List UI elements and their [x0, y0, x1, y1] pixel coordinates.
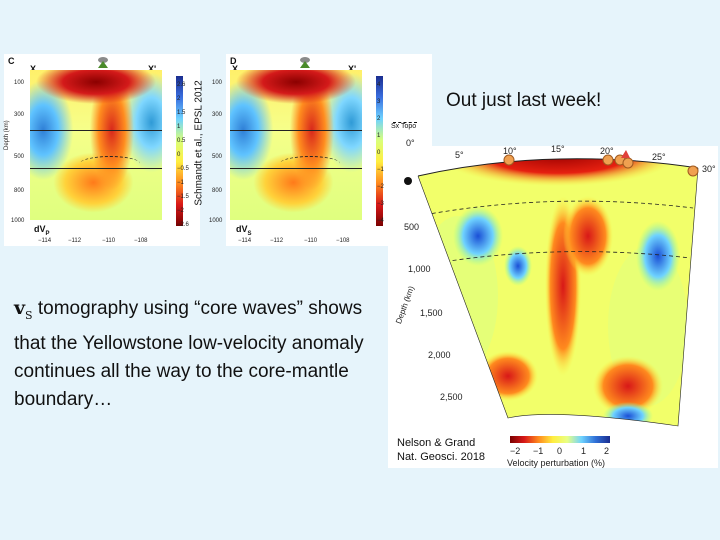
colorbar-tick: 1 [377, 133, 381, 139]
colorbar-tick: 2.6 [177, 82, 186, 88]
depth-tick: 1,000 [408, 264, 431, 274]
lon-tick: −112 [68, 238, 82, 244]
colorbar-tick: 2 [377, 116, 381, 122]
body-text: vS tomography using “core waves” shows t… [14, 297, 364, 410]
lon-tick: −108 [134, 238, 148, 244]
panel-letter: D [230, 56, 237, 66]
depth-tick: 100 [212, 80, 223, 86]
latitude-tick: 20° [600, 146, 614, 156]
colorbar-tick: 2 [177, 96, 181, 102]
mantle-cross-section [404, 150, 699, 427]
latitude-tick: 25° [652, 152, 666, 162]
section-end-label: X' [148, 64, 157, 74]
depth-tick: 1,500 [420, 308, 443, 318]
latitude-tick: 10° [503, 146, 517, 156]
colorbar [176, 76, 183, 226]
colorbar-tick: −1 [533, 446, 544, 456]
colorbar-tick: −2 [510, 446, 521, 456]
tomography-image [230, 70, 362, 220]
mantle-tomography-figure: 0° 5° 10° 15° 20° 25° 30° Depth (km) 500… [388, 138, 718, 468]
colorbar [376, 76, 383, 226]
tomography-panel-c: C X X' Depth (km) 100 300 500 800 1000 d… [4, 54, 200, 246]
corner-label: dVP [34, 224, 50, 237]
section-start-label: X [30, 64, 37, 74]
depth-tick: 500 [14, 154, 25, 160]
colorbar-tick: −2 [377, 184, 384, 190]
lon-tick: −114 [38, 238, 52, 244]
volcano-icon [98, 57, 108, 68]
colorbar-tick: 2 [604, 446, 610, 456]
colorbar-tick: −2 [177, 208, 184, 214]
depth-tick: 1000 [11, 218, 25, 224]
section-end-label: X' [348, 64, 357, 74]
colorbar-tick: −1.5 [177, 194, 189, 200]
velocity-colorbar [510, 436, 610, 443]
colorbar-tick: −4 [377, 218, 384, 224]
depth-tick: 500 [404, 222, 420, 232]
latitude-tick: 5° [455, 150, 464, 160]
colorbar-tick: −0.5 [177, 166, 189, 172]
latitude-tick: 15° [551, 144, 565, 154]
panel-letter: C [8, 56, 15, 66]
topography-legend: Sx Topo [391, 122, 417, 130]
lon-tick: −108 [336, 238, 350, 244]
lon-tick: −112 [270, 238, 284, 244]
depth-tick: 100 [14, 80, 25, 86]
depth-axis-label: Depth (km) [4, 120, 10, 150]
nelson-credit: Nelson & Grand Nat. Geosci. 2018 [397, 437, 486, 463]
depth-tick: 1000 [209, 218, 223, 224]
schmandt-credit: Schmandt et al., EPSL 2012 [193, 80, 205, 206]
depth-tick: 300 [14, 112, 25, 118]
colorbar-tick: 0 [177, 152, 181, 158]
lon-tick: −110 [102, 238, 116, 244]
colorbar-tick: 1.5 [177, 110, 186, 116]
lon-tick: −110 [304, 238, 318, 244]
headline: Out just last week! [446, 90, 602, 111]
section-start-label: X [232, 64, 239, 74]
depth-tick: 800 [212, 188, 223, 194]
latitude-tick: 0° [406, 138, 415, 148]
colorbar-tick: −2.6 [177, 222, 189, 228]
colorbar-tick: 1 [177, 124, 181, 130]
colorbar-tick: 0 [557, 446, 563, 456]
colorbar-tick: 1 [581, 446, 587, 456]
colorbar-label: Velocity perturbation (%) [507, 458, 606, 468]
volcano-icon [300, 57, 310, 68]
colorbar-tick: 3 [377, 99, 381, 105]
corner-label: dVS [236, 224, 252, 237]
colorbar-tick: −1 [377, 167, 384, 173]
depth-tick: 2,000 [428, 350, 451, 360]
lon-tick: −114 [238, 238, 252, 244]
colorbar-tick: 4 [377, 82, 381, 88]
colorbar-tick: 0.5 [177, 138, 186, 144]
depth-tick: 2,500 [440, 392, 463, 402]
depth-tick: 800 [14, 188, 25, 194]
colorbar-tick: −1 [177, 180, 184, 186]
colorbar-tick: −3 [377, 201, 384, 207]
colorbar-tick: 0 [377, 150, 381, 156]
depth-tick: 500 [212, 154, 223, 160]
latitude-tick: 30° [702, 164, 716, 174]
depth-tick: 300 [212, 112, 223, 118]
tomography-image [30, 70, 162, 220]
